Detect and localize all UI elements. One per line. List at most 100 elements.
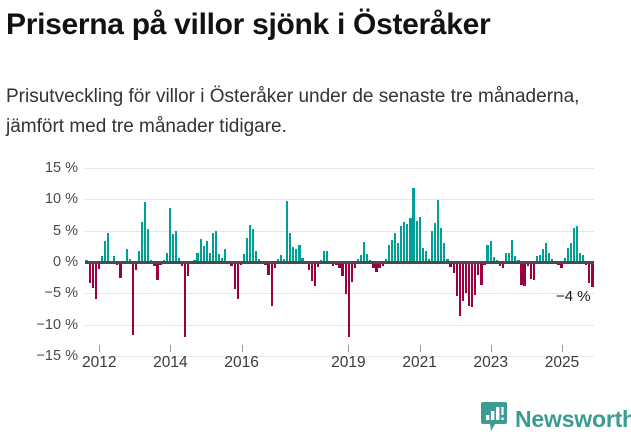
chart-bar	[255, 250, 258, 262]
chart-bar	[168, 208, 171, 262]
chart-bar	[588, 262, 591, 283]
chart-bar	[498, 262, 502, 266]
chart-bar	[310, 262, 313, 281]
y-axis-label: 0 %	[53, 254, 78, 270]
last-value-annotation: −4 %	[556, 288, 591, 305]
chart-bar	[403, 221, 406, 262]
chart-bar	[276, 258, 279, 262]
y-axis-label: 10 %	[44, 191, 78, 208]
x-axis-tick	[419, 345, 421, 352]
page-title: Priserna på villor sjönk i Österåker	[6, 8, 491, 41]
chart-bar	[421, 248, 424, 262]
y-axis-label: 5 %	[53, 222, 78, 239]
chart-bar	[582, 255, 585, 262]
chart-bar	[322, 251, 326, 262]
chart-bar	[529, 262, 532, 279]
chart-bar	[295, 248, 298, 262]
chart-bar	[359, 255, 363, 262]
chart-bar	[514, 255, 517, 262]
chart-bar	[97, 262, 100, 269]
chart-bar	[174, 230, 178, 262]
chart-bar	[579, 252, 582, 262]
x-axis-label: 2016	[224, 354, 259, 371]
page-subtitle: Prisutveckling för villor i Österåker un…	[6, 86, 580, 137]
chart-bar	[511, 240, 514, 262]
chart-bar	[267, 262, 270, 276]
gridline	[85, 168, 594, 169]
chart-bar	[397, 242, 400, 262]
chart-bar	[483, 262, 486, 266]
chart-bar	[538, 255, 542, 262]
chart-bar	[467, 262, 471, 306]
y-axis-label: −10 %	[36, 316, 78, 333]
x-axis-tick	[99, 345, 101, 352]
chart-bars	[0, 168, 631, 348]
x-axis-label: 2012	[81, 354, 117, 371]
chart-bar	[557, 262, 560, 266]
chart-bar	[199, 239, 202, 262]
chart-bar	[434, 223, 437, 262]
chart-bar	[144, 201, 147, 262]
chart-bar	[572, 227, 576, 262]
chart-bar	[264, 262, 267, 266]
chart-bar	[245, 237, 249, 262]
chart-bar	[430, 231, 434, 262]
chart-bar	[363, 241, 366, 262]
chart-bar	[91, 262, 94, 289]
chart-bar	[461, 262, 464, 301]
chart-bar	[285, 200, 289, 262]
chart-bar	[480, 262, 483, 285]
chart-bar	[156, 262, 159, 281]
chart-bar	[239, 262, 242, 266]
chart-bar	[196, 252, 199, 262]
newsworthy-logo-text: Newsworthy	[515, 406, 631, 432]
chart-bar	[100, 255, 104, 262]
chart-bar	[298, 245, 301, 262]
chart-bar	[437, 199, 440, 262]
chart-bar	[218, 253, 221, 262]
bar-chart: 15 % 10 % 5 % 0 % −5 % −10 % −15 % 2012 2014 201…	[0, 160, 631, 378]
y-axis-label: −5 %	[44, 285, 78, 302]
chart-bar	[307, 262, 310, 271]
chart-bar	[153, 262, 156, 266]
chart-bar	[202, 246, 205, 262]
chart-bar	[378, 262, 381, 269]
chart-bar	[326, 250, 329, 262]
chart-bar	[449, 262, 452, 267]
chart-bar	[289, 233, 292, 262]
chart-bar	[137, 250, 141, 262]
chart-bar	[181, 262, 184, 266]
chart-bar	[455, 262, 458, 297]
x-axis-tick	[170, 345, 172, 352]
chart-bar	[131, 262, 134, 335]
chart-bar	[113, 256, 116, 262]
x-axis-label: 2021	[402, 354, 437, 371]
chart-bar	[341, 262, 344, 276]
chart-bar	[313, 262, 316, 287]
x-axis-label: 2025	[544, 354, 580, 371]
chart-bar	[332, 262, 335, 266]
gridline	[85, 199, 594, 201]
chart-bar	[211, 232, 215, 262]
chart-bar	[393, 233, 397, 262]
chart-bar	[273, 262, 276, 268]
chart-bar	[140, 221, 144, 262]
chart-bar	[233, 262, 236, 289]
chart-bar	[541, 249, 545, 262]
x-axis-label: 2014	[153, 354, 188, 371]
chart-bar	[187, 262, 190, 276]
chart-bar	[563, 258, 566, 262]
x-axis-label: 2023	[473, 354, 509, 371]
chart-bar	[390, 240, 394, 262]
chart-bar	[205, 240, 208, 262]
chart-bar	[103, 241, 107, 262]
chart-bar	[415, 221, 418, 262]
chart-bar	[471, 262, 474, 308]
chart-bar	[125, 249, 128, 262]
chart-bar	[508, 253, 511, 262]
chart-bar	[526, 262, 529, 266]
chart-bar	[520, 262, 523, 285]
chart-bar	[350, 262, 353, 283]
chart-bar	[353, 262, 357, 268]
chart-bar	[551, 258, 554, 262]
